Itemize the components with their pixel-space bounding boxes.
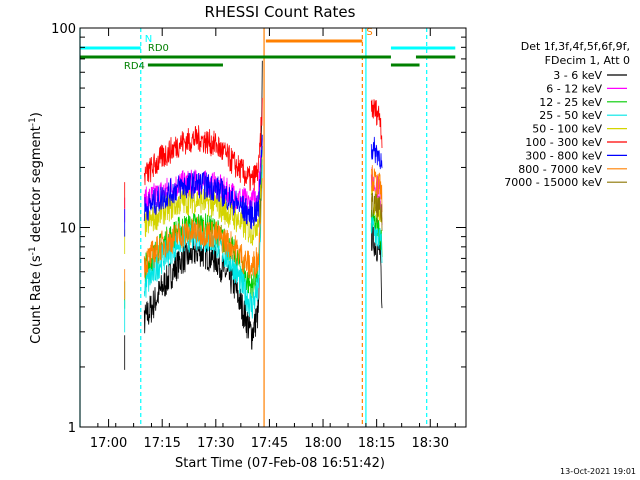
plot-frame bbox=[79, 27, 467, 428]
flag-s-label: S bbox=[366, 27, 372, 38]
series-50-100-kev-trace-2 bbox=[143, 150, 263, 247]
x-tick-label-18-00: 18:00 bbox=[304, 436, 341, 451]
series-800-7000-kev-trace-2 bbox=[143, 178, 263, 279]
legend-label-25-50-kev: 25 - 50 keV bbox=[539, 109, 602, 122]
x-tick-label-17-45: 17:45 bbox=[251, 436, 288, 451]
legend-label-300-800-kev: 300 - 800 keV bbox=[525, 149, 602, 162]
series-300-800-kev-trace-3 bbox=[370, 136, 383, 170]
flag-n-label: N bbox=[145, 34, 152, 45]
timestamp: 13-Oct-2021 19:01 bbox=[560, 467, 636, 476]
series-7000-15000-kev-trace-1 bbox=[370, 192, 383, 232]
legend-header-line-1: Det 1f,3f,4f,5f,6f,9f, bbox=[521, 40, 630, 53]
flag-rd0-label: RD0 bbox=[148, 43, 169, 54]
series-100-300-kev-trace-2 bbox=[143, 97, 263, 191]
legend-label-12-25-kev: 12 - 25 keV bbox=[539, 96, 602, 109]
legend-label-800-7000-kev: 800 - 7000 keV bbox=[518, 163, 602, 176]
y-tick-label-1: 1 bbox=[68, 421, 76, 436]
axis-ticks-layer: 17:00 17:15 17:30 17:45 18:00 18:15 18:30 1 10 10… bbox=[51, 22, 466, 451]
x-tick-label-17-00: 17:00 bbox=[90, 436, 127, 451]
chart-title: RHESSI Count Rates bbox=[205, 3, 356, 21]
x-tick-label-17-30: 17:30 bbox=[197, 436, 234, 451]
y-tick-label-10: 10 bbox=[59, 222, 76, 237]
flag-rd4-label: RD4 bbox=[124, 61, 145, 72]
series-3-6-kev-trace-2 bbox=[143, 60, 263, 350]
y-axis-label: Count Rate (s-1 detector segment-1) bbox=[28, 112, 44, 344]
legend-label-3-6-kev: 3 - 6 keV bbox=[553, 69, 602, 82]
legend-label-6-12-kev: 6 - 12 keV bbox=[546, 82, 602, 95]
series-300-800-kev-trace-2 bbox=[143, 134, 263, 230]
x-tick-label-17-15: 17:15 bbox=[143, 436, 180, 451]
series-25-50-kev-trace-3 bbox=[370, 214, 383, 264]
legend: Det 1f,3f,4f,5f,6f,9f, FDecim 1, Att 0 3… bbox=[504, 40, 630, 189]
y-tick-label-100: 100 bbox=[51, 22, 76, 37]
x-axis-label: Start Time (07-Feb-08 16:51:42) bbox=[175, 456, 385, 471]
series-layer bbox=[124, 60, 383, 370]
series-100-300-kev-trace-3 bbox=[370, 99, 383, 149]
legend-label-100-300-kev: 100 - 300 keV bbox=[525, 136, 602, 149]
legend-label-7000-15000-kev: 7000 - 15000 keV bbox=[504, 176, 602, 189]
x-tick-label-18-30: 18:30 bbox=[412, 436, 449, 451]
x-tick-label-18-15: 18:15 bbox=[358, 436, 395, 451]
legend-header-line-2: FDecim 1, Att 0 bbox=[545, 54, 630, 67]
legend-label-50-100-kev: 50 - 100 keV bbox=[532, 123, 602, 136]
